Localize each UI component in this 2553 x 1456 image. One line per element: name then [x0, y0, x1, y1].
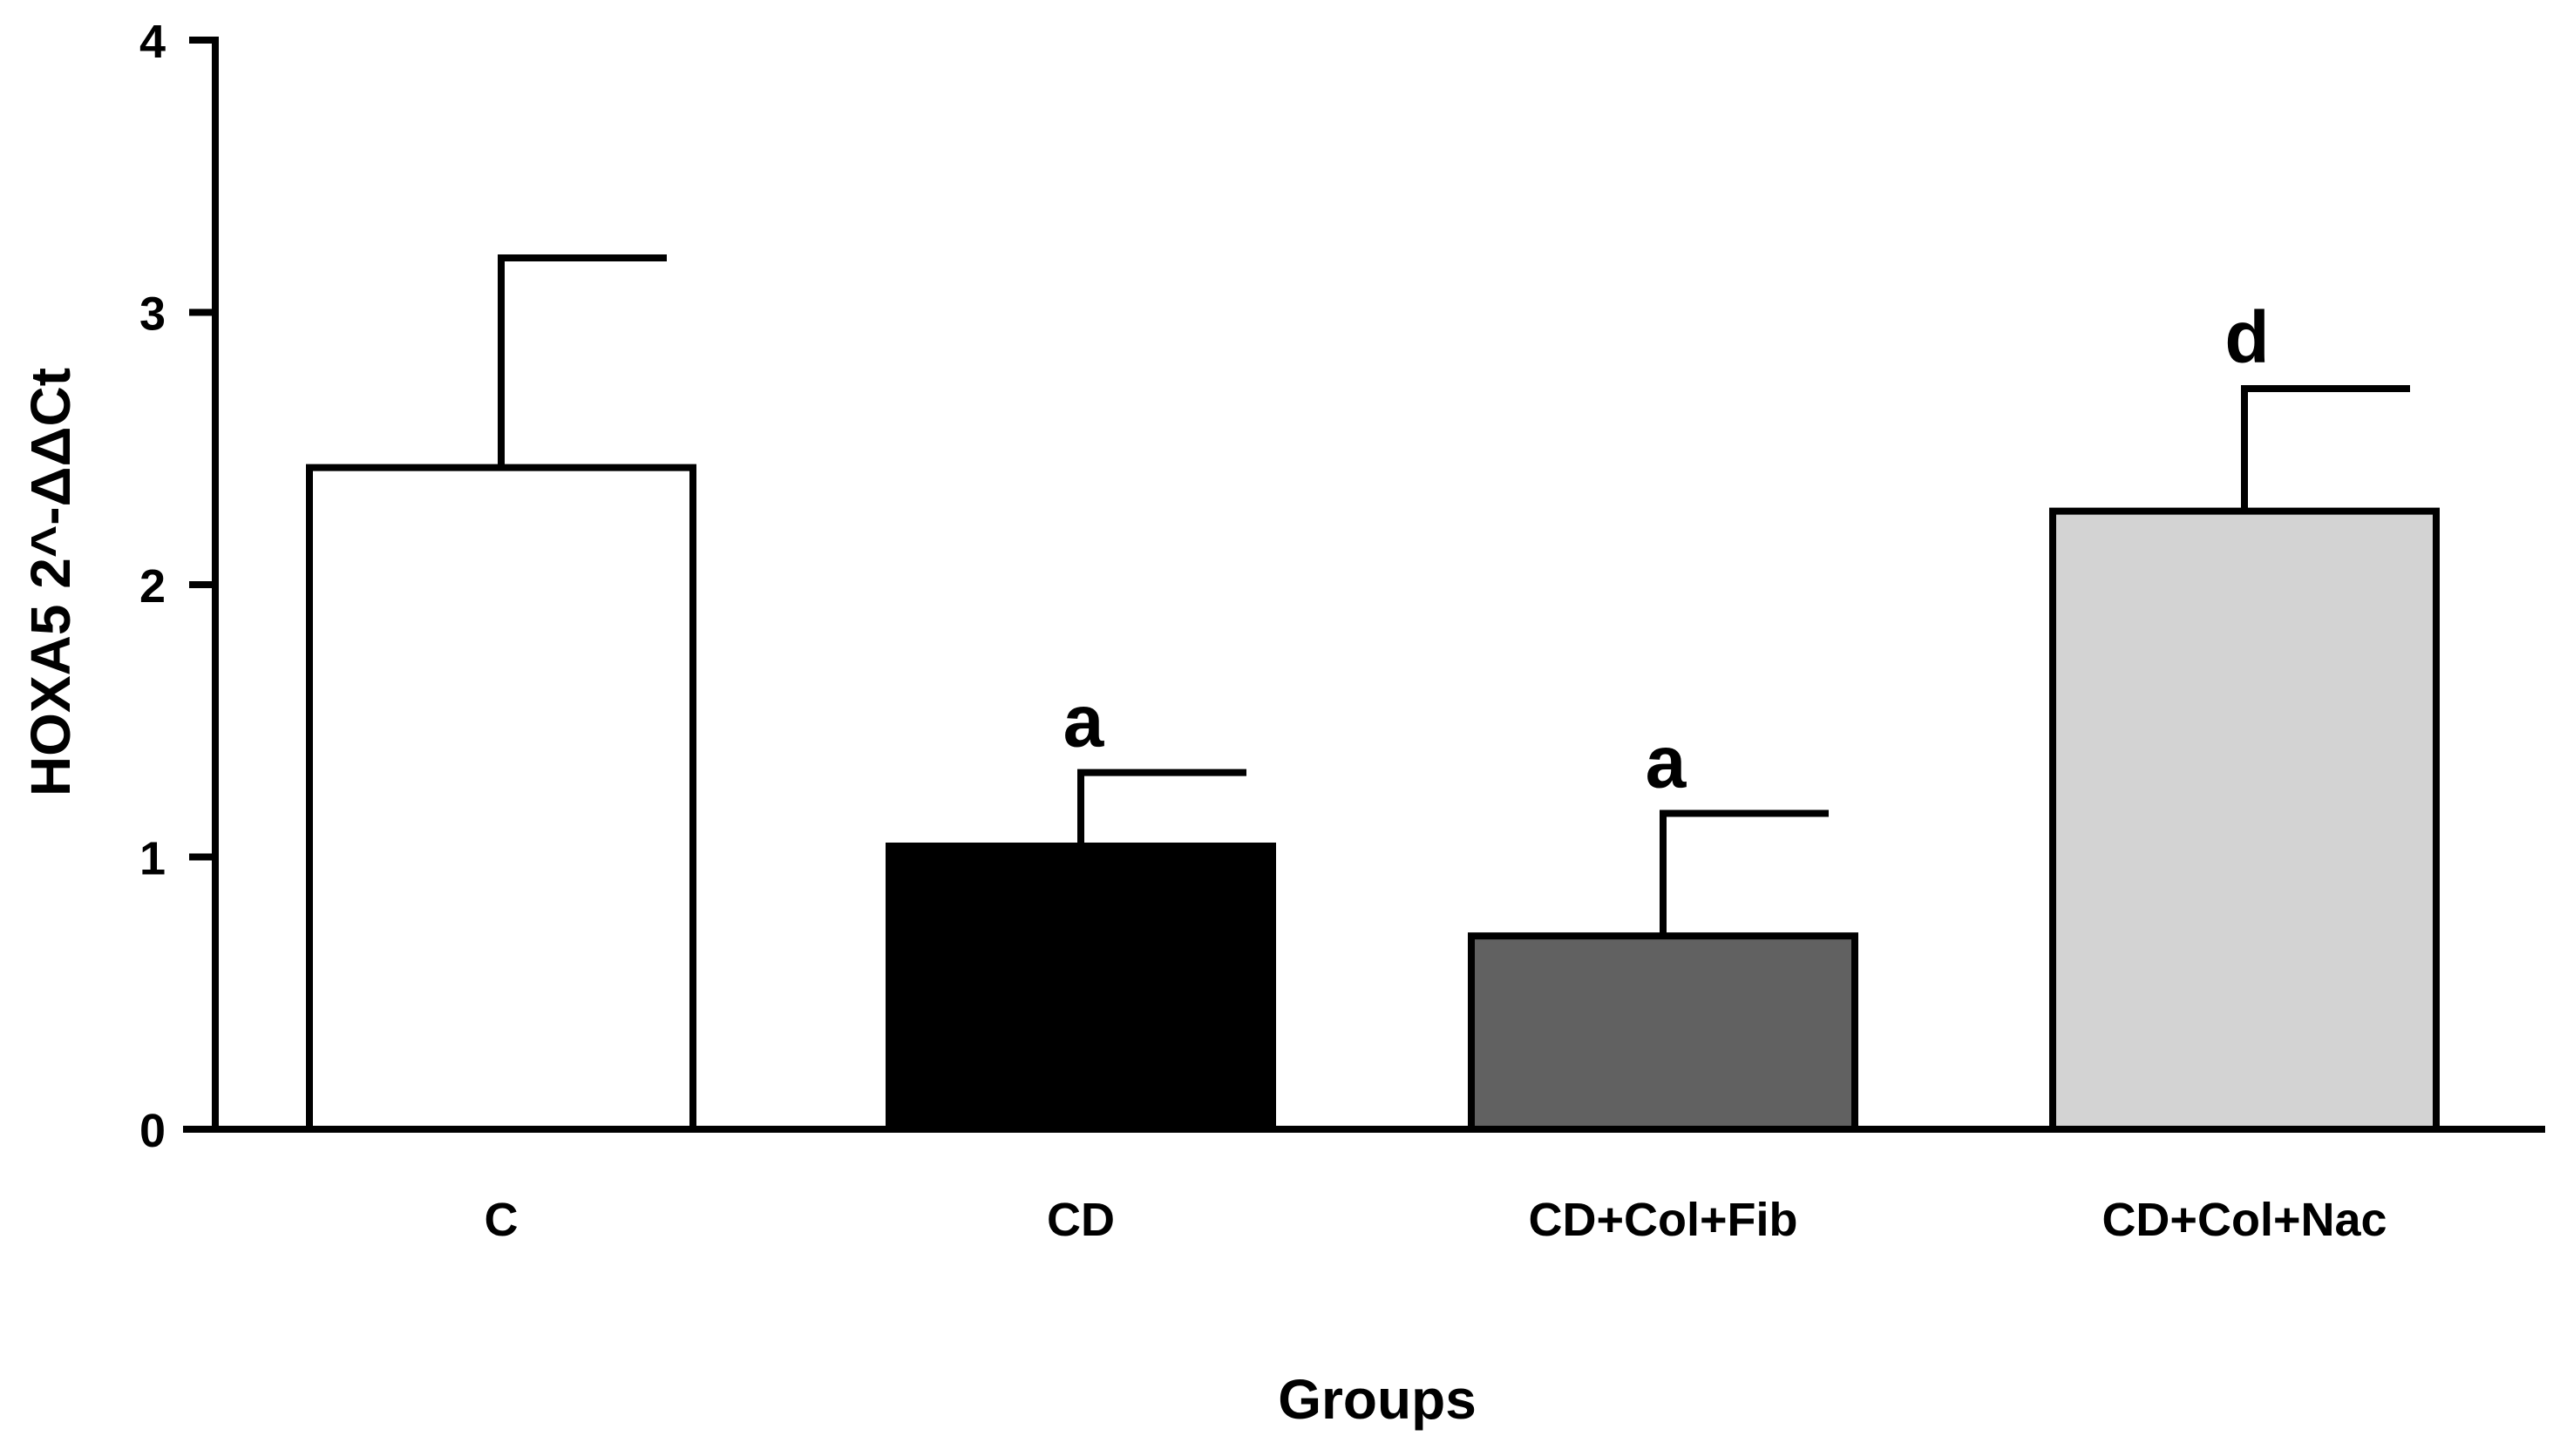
x-tick-labels: C CD CD+Col+Fib CD+Col+Nac — [485, 1194, 2387, 1246]
bars-layer — [306, 464, 2440, 1133]
y-tick-labels: 0 1 2 3 4 — [139, 16, 166, 1157]
y-tick-label-1: 1 — [139, 833, 166, 885]
significance-cd-col-fib: a — [1646, 721, 1687, 803]
y-axis-title: HOXA5 2^-ΔΔCt — [19, 368, 82, 796]
bar-c — [306, 464, 696, 1133]
bar-cd-col-fib — [1468, 932, 1858, 1133]
x-tick-label-cd-col-nac: CD+Col+Nac — [2101, 1194, 2387, 1246]
significance-layer: a a d — [1063, 296, 2270, 803]
significance-cd-col-nac: d — [2224, 296, 2269, 378]
y-tick-label-2: 2 — [139, 560, 166, 613]
bar-cd — [886, 843, 1276, 1133]
y-axis — [189, 37, 219, 1133]
x-tick-label-cd: CD — [1047, 1194, 1115, 1246]
error-bars-layer — [498, 254, 2410, 937]
x-tick-label-cd-col-fib: CD+Col+Fib — [1528, 1194, 1797, 1246]
y-tick-label-3: 3 — [139, 288, 166, 341]
bar-cd-col-nac — [2049, 507, 2440, 1133]
x-tick-label-c: C — [485, 1194, 519, 1246]
y-tick-label-4: 4 — [139, 16, 166, 68]
y-tick-label-0: 0 — [139, 1105, 166, 1157]
x-axis-title: Groups — [1278, 1368, 1477, 1431]
significance-cd: a — [1063, 681, 1105, 762]
